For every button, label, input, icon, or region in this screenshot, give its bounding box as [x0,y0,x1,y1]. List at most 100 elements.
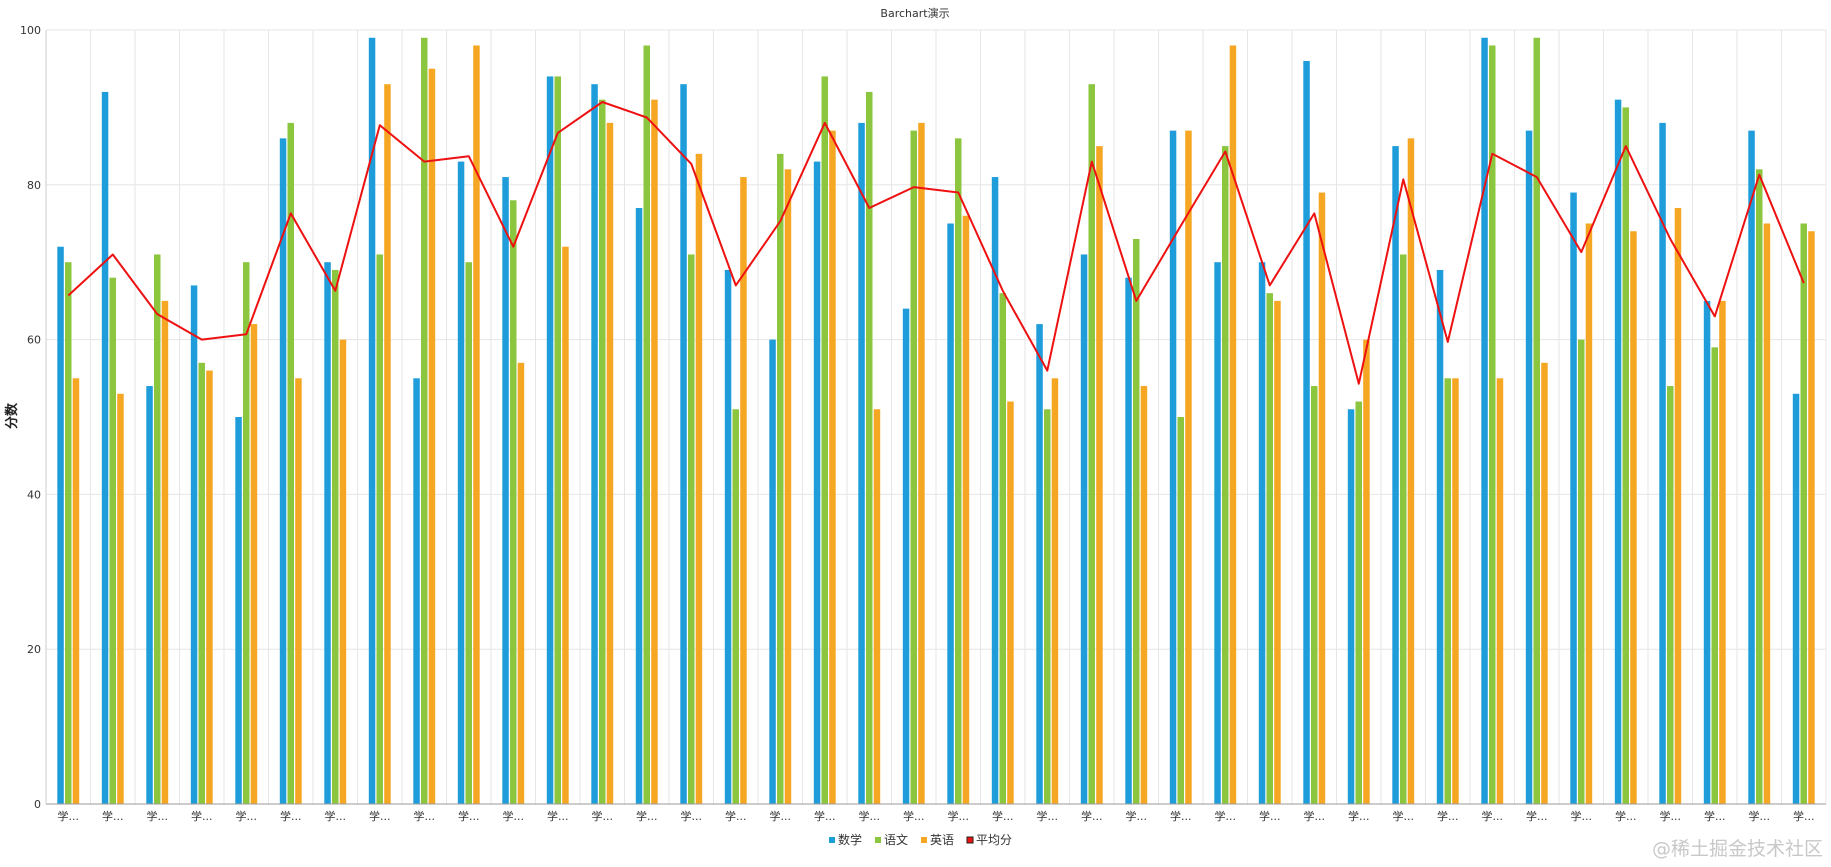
bar-3-2 [117,393,124,804]
x-tick-label: 学... [280,809,302,823]
bar-2-35 [1578,339,1585,804]
bar-2-12 [554,76,561,804]
x-tick-label: 学... [1170,809,1192,823]
x-tick-label: 学... [1482,809,1504,823]
bar-2-3 [154,254,161,804]
bars-layer [57,37,1815,805]
y-tick-label: 100 [20,24,41,37]
x-tick-label: 学... [1437,809,1459,823]
bar-2-8 [376,254,383,804]
y-tick-label: 0 [34,798,41,811]
bar-2-29 [1311,386,1318,804]
bar-3-5 [250,324,258,804]
bar-3-1 [72,378,80,804]
bar-1-1 [57,246,64,805]
bar-3-4 [206,370,213,804]
x-tick-label: 学... [102,809,124,823]
x-tick-label: 学... [948,809,970,823]
x-tick-label: 学... [1037,809,1059,823]
bar-1-8 [368,37,376,805]
bar-2-25 [1133,238,1140,805]
bar-1-35 [1570,192,1577,805]
bar-3-37 [1674,208,1682,804]
bar-2-34 [1533,37,1540,805]
bar-3-29 [1318,192,1326,805]
bar-1-11 [502,177,509,804]
x-tick-label: 学... [636,809,658,823]
bar-1-22 [991,177,999,804]
legend-marker-4 [966,836,974,844]
bar-3-26 [1185,130,1192,804]
x-tick-label: 学... [725,809,747,823]
bar-3-20 [918,122,925,804]
bar-1-40 [1792,393,1800,804]
bar-2-18 [821,76,828,804]
x-tick-label: 学... [369,809,391,823]
bar-1-2 [101,91,109,805]
bar-1-27 [1214,262,1221,804]
x-tick-label: 学... [147,809,169,823]
bar-1-24 [1080,254,1088,804]
x-tick-label: 学... [191,809,213,823]
bar-2-7 [332,269,339,804]
x-tick-label: 学... [1660,809,1682,823]
bar-1-32 [1436,269,1444,804]
bar-1-25 [1125,277,1132,804]
x-tick-label: 学... [681,809,703,823]
x-tick-label: 学... [1259,809,1281,823]
x-tick-label: 学... [1304,809,1326,823]
bar-3-18 [829,130,836,804]
bar-2-37 [1667,386,1674,804]
legend: 数学 语文 英语 平均分 [829,832,1012,847]
watermark: @稀土掘金技术社区 [1651,838,1823,860]
legend-label-3: 英语 [930,833,954,847]
bar-3-15 [695,153,703,805]
x-tick-label: 学... [859,809,881,823]
bar-3-8 [384,84,391,805]
bar-2-6 [287,122,294,804]
bar-3-32 [1452,378,1459,804]
bar-2-39 [1756,169,1763,804]
bar-1-31 [1392,146,1399,805]
bar-3-11 [517,362,525,804]
bar-3-22 [1007,401,1014,804]
bar-3-9 [428,68,436,804]
bar-1-30 [1347,409,1355,804]
x-tick-label: 学... [1749,809,1771,823]
bar-1-4 [190,285,198,804]
legend-marker-2 [875,837,881,843]
x-tick-label: 学... [1215,809,1237,823]
bar-2-40 [1800,223,1807,804]
bar-3-30 [1363,339,1370,804]
bar-3-38 [1719,300,1726,804]
bar-1-33 [1481,37,1488,805]
bar-1-19 [858,122,865,804]
y-axis-title: 分数 [4,402,20,429]
legend-label-4: 平均分 [976,833,1012,847]
bar-1-38 [1703,300,1711,804]
bar-2-38 [1711,347,1718,804]
bar-1-16 [724,269,732,804]
legend-marker-3 [921,837,927,843]
bar-2-15 [688,254,695,804]
bar-3-39 [1763,223,1771,804]
bar-1-26 [1169,130,1177,804]
bar-2-2 [109,277,116,804]
bar-3-25 [1140,386,1148,804]
chart-title: Barchart演示 [880,6,949,20]
x-tick-label: 学... [1704,809,1726,823]
bar-3-3 [161,300,169,804]
bar-3-35 [1585,223,1593,804]
bar-3-23 [1051,378,1059,804]
bar-3-27 [1229,45,1237,805]
bar-3-6 [295,378,302,804]
bar-3-31 [1407,138,1415,805]
bar-1-5 [235,417,242,804]
x-tick-label: 学... [58,809,80,823]
bar-2-26 [1177,417,1184,804]
x-tick-label: 学... [414,809,436,823]
bar-2-16 [732,409,739,804]
bar-2-24 [1088,84,1095,805]
bar-1-9 [413,378,420,804]
